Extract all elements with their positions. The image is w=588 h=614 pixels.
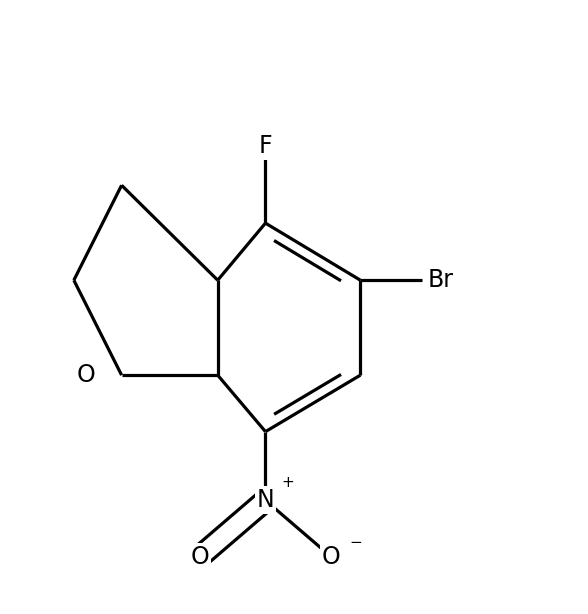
Text: N: N [256,488,275,512]
Text: O: O [322,545,340,569]
Text: F: F [259,134,272,158]
Text: −: − [349,535,362,550]
Text: +: + [281,475,294,491]
Text: O: O [191,545,209,569]
Text: O: O [76,363,95,387]
Text: Br: Br [428,268,454,292]
